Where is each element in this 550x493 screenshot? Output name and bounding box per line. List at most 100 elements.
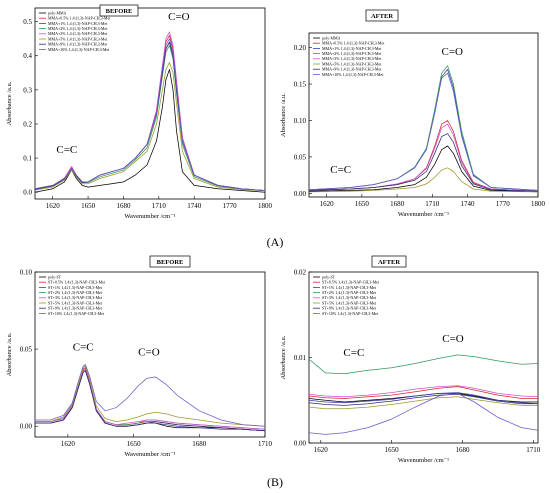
chart-pmma-before: BEFORE 1620 1650 1680 1710 1740 1770 1800 0.0 0.1… xyxy=(6,4,273,220)
title-box xyxy=(371,255,407,268)
chart-title: BEFORE xyxy=(157,259,184,266)
series-group xyxy=(309,65,538,193)
series-group xyxy=(309,354,538,435)
series-line-1 xyxy=(35,367,265,432)
series-line-2 xyxy=(35,41,265,191)
x-tick-label: 1710 xyxy=(152,202,167,210)
series-line-7 xyxy=(35,38,265,191)
y-tick-label: 0.3 xyxy=(23,86,32,94)
series-line-7 xyxy=(309,72,538,191)
title-box xyxy=(149,255,191,268)
chart-title: BEFORE xyxy=(106,8,133,15)
legend-entry: ST+2% 1,4:(1,3)-NAP-CH,3-Met xyxy=(322,290,377,296)
legend-entry: MMA+9% 1,4:(1,3)-NAP-CH,3-Met xyxy=(322,67,382,73)
legend-entry: ST+3% 1,4:(1,3)-NAP-CH,3-Met xyxy=(322,295,377,301)
peak-annotation: C=O xyxy=(442,333,464,345)
x-tick-label: 1650 xyxy=(355,200,370,208)
legend-entry: MMA+1% 1,4:(1,3)-NAP-CH,3-Met xyxy=(48,21,108,27)
series-group xyxy=(35,364,265,432)
legend-entry: ST+1% 1,4:(1,3)-NAP-CH,3-Met xyxy=(322,285,377,291)
series-line-3 xyxy=(35,45,265,192)
y-tick-label: 0.00 xyxy=(294,190,307,198)
legend-entry: ST+5% 1,4:(1,3)-NAP-CH,3-Met xyxy=(48,300,103,306)
chart-ps-after: AFTER 1620 1650 1680 1710 0.00 0.01 0.02 Wavenum… xyxy=(280,255,541,464)
x-tick-label: 1650 xyxy=(81,202,96,210)
y-tick-label: 0.00 xyxy=(20,423,33,431)
peak-annotation: C=O xyxy=(138,346,160,358)
legend-entry: ST+2% 1,4:(1,3)-NAP-CH,3-Met xyxy=(48,290,103,296)
panel-label-b: (B) xyxy=(267,475,283,489)
panel-label-a: (A) xyxy=(267,235,284,249)
series-line-4 xyxy=(309,385,538,398)
series-line-2 xyxy=(309,392,538,405)
legend-entry: ST+0.5% 1,4:(1,3)-NAP-CH,3-Met xyxy=(48,280,106,286)
title-box xyxy=(99,4,139,17)
legend-entry: MMA+3% 1,4:(1,3)-NAP-CH,3-Met xyxy=(322,56,382,62)
series-line-3 xyxy=(309,354,538,375)
y-tick-label: 0.20 xyxy=(294,44,307,52)
y-tick-label: 0.01 xyxy=(294,354,307,362)
x-tick-label: 1650 xyxy=(385,446,400,454)
plot-frame xyxy=(34,271,266,438)
x-axis-label: Wavenumber /cm⁻¹ xyxy=(124,213,175,220)
x-tick-label: 1770 xyxy=(223,202,238,210)
plot-frame xyxy=(34,7,266,200)
x-tick-label: 1710 xyxy=(258,440,273,448)
x-axis-label: Wavenumber /cm⁻¹ xyxy=(124,451,175,458)
x-tick-label: 1710 xyxy=(425,200,440,208)
legend-entry: MMA+10% 1,4:(1,3)-NAP-CH,3-Met xyxy=(322,72,384,78)
legend-entry: MMA+2% 1,4:(1,3)-NAP-CH,3-Met xyxy=(48,26,108,32)
peak-annotation: C=C xyxy=(343,347,364,359)
y-axis-label: Absorbance /a.u. xyxy=(280,93,287,137)
legend-entry: poly-MMA xyxy=(48,10,67,15)
series-line-1 xyxy=(35,34,265,191)
legend-entry: ST+0.5% 1,4:(1,3)-NAP-CH,3-Met xyxy=(322,280,380,286)
chart-title: AFTER xyxy=(371,13,393,20)
series-line-6 xyxy=(309,393,538,406)
x-tick-label: 1680 xyxy=(390,200,405,208)
y-tick-label: 0.5 xyxy=(23,18,32,26)
legend-entry: ST+9% 1,4:(1,3)-NAP-CH,3-Met xyxy=(322,306,377,312)
y-tick-label: 0.05 xyxy=(294,153,307,161)
y-tick-label: 0.4 xyxy=(23,52,32,60)
legend-entry: MMA+5% 1,4:(1,3)-NAP-CH,3-Met xyxy=(48,36,108,42)
x-tick-label: 1620 xyxy=(61,440,76,448)
y-tick-label: 0.05 xyxy=(20,346,33,354)
series-line-5 xyxy=(35,365,265,427)
series-line-5 xyxy=(309,396,538,410)
peak-annotation: C=C xyxy=(56,144,77,156)
legend-entry: MMA+3% 1,4:(1,3)-NAP-CH,3-Met xyxy=(48,31,108,37)
y-tick-label: 0.0 xyxy=(23,189,32,197)
y-axis-label: Absorbance /a.u. xyxy=(280,335,287,379)
y-axis-label: Absorbance /a.u. xyxy=(6,332,13,376)
x-tick-label: 1800 xyxy=(258,202,273,210)
legend-entry: MMA+10% 1,4:(1,3)-NAP-CH,3-Met xyxy=(48,47,110,53)
peak-annotation: C=O xyxy=(442,46,464,58)
y-tick-label: 0.10 xyxy=(294,117,307,125)
series-line-7 xyxy=(35,364,265,427)
series-line-4 xyxy=(35,31,265,191)
x-tick-label: 1620 xyxy=(46,202,61,210)
series-line-4 xyxy=(35,368,265,430)
x-axis-label: Wavenumber /cm⁻¹ xyxy=(398,211,449,218)
y-tick-label: 0.15 xyxy=(294,80,307,88)
y-tick-label: 0.1 xyxy=(23,154,32,162)
legend-entry: poly-ST xyxy=(322,274,336,279)
legend-entry: MMA+1% 1,4:(1,3)-NAP-CH,3-Met xyxy=(322,46,382,52)
legend-entry: MMA+0.5% 1,4:(1,3)-NAP-CH,3-Met xyxy=(322,41,385,47)
x-tick-label: 1650 xyxy=(127,440,142,448)
legend-entry: poly-MMA xyxy=(322,35,341,40)
legend-entry: ST+9% 1,4:(1,3)-NAP-CH,3-Met xyxy=(48,306,103,312)
y-tick-label: 0.2 xyxy=(23,120,32,128)
title-box xyxy=(365,9,399,22)
plot-frame xyxy=(308,32,539,198)
series-line-5 xyxy=(309,167,538,193)
y-axis-label: Absorbance /a.u. xyxy=(6,81,13,125)
legend-entry: ST+10% 1,4:(1,3)-NAP-CH,3-Met xyxy=(48,311,105,317)
x-tick-label: 1680 xyxy=(116,202,131,210)
peak-annotation: C=C xyxy=(330,164,351,176)
series-line-1 xyxy=(309,120,538,192)
series-line-6 xyxy=(309,133,538,192)
chart-pmma-after: AFTER 1620 1650 1680 1710 1740 1770 1800 0.00 0.0… xyxy=(280,9,546,218)
x-tick-label: 1710 xyxy=(526,446,541,454)
